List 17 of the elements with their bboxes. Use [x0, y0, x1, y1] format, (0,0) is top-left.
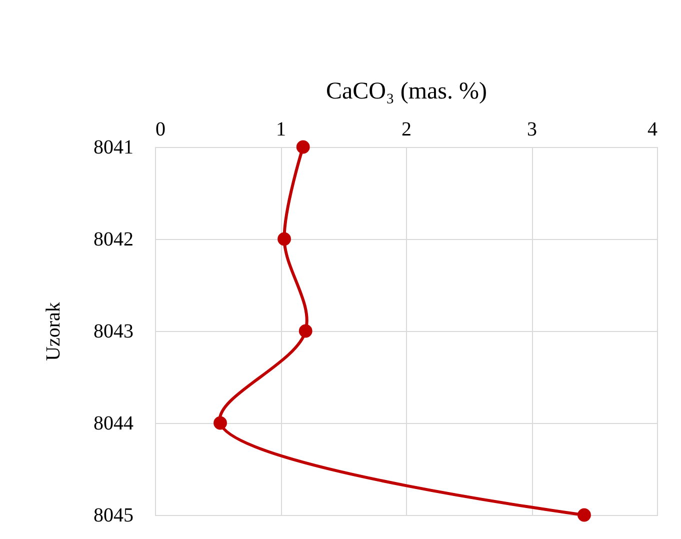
- y-tick-label: 8042: [94, 228, 134, 250]
- y-tick-label: 8045: [94, 504, 134, 526]
- point: [278, 232, 291, 246]
- y-axis-title: Uzorak: [42, 302, 64, 361]
- x-tick-label: 2: [402, 118, 412, 140]
- y-tick-label: 8043: [94, 320, 134, 342]
- x-tick-label: 3: [527, 118, 537, 140]
- y-tick-label: 8044: [94, 412, 134, 434]
- point: [298, 324, 312, 338]
- x-tick-label: 0: [156, 118, 166, 140]
- point: [296, 140, 310, 154]
- point: [214, 416, 227, 430]
- point: [578, 508, 591, 522]
- x-tick-label: 4: [648, 118, 658, 140]
- x-tick-label: 1: [276, 118, 286, 140]
- y-tick-label: 8041: [94, 136, 134, 158]
- x-axis-title: CaCO₃ (mas. %): [326, 78, 488, 104]
